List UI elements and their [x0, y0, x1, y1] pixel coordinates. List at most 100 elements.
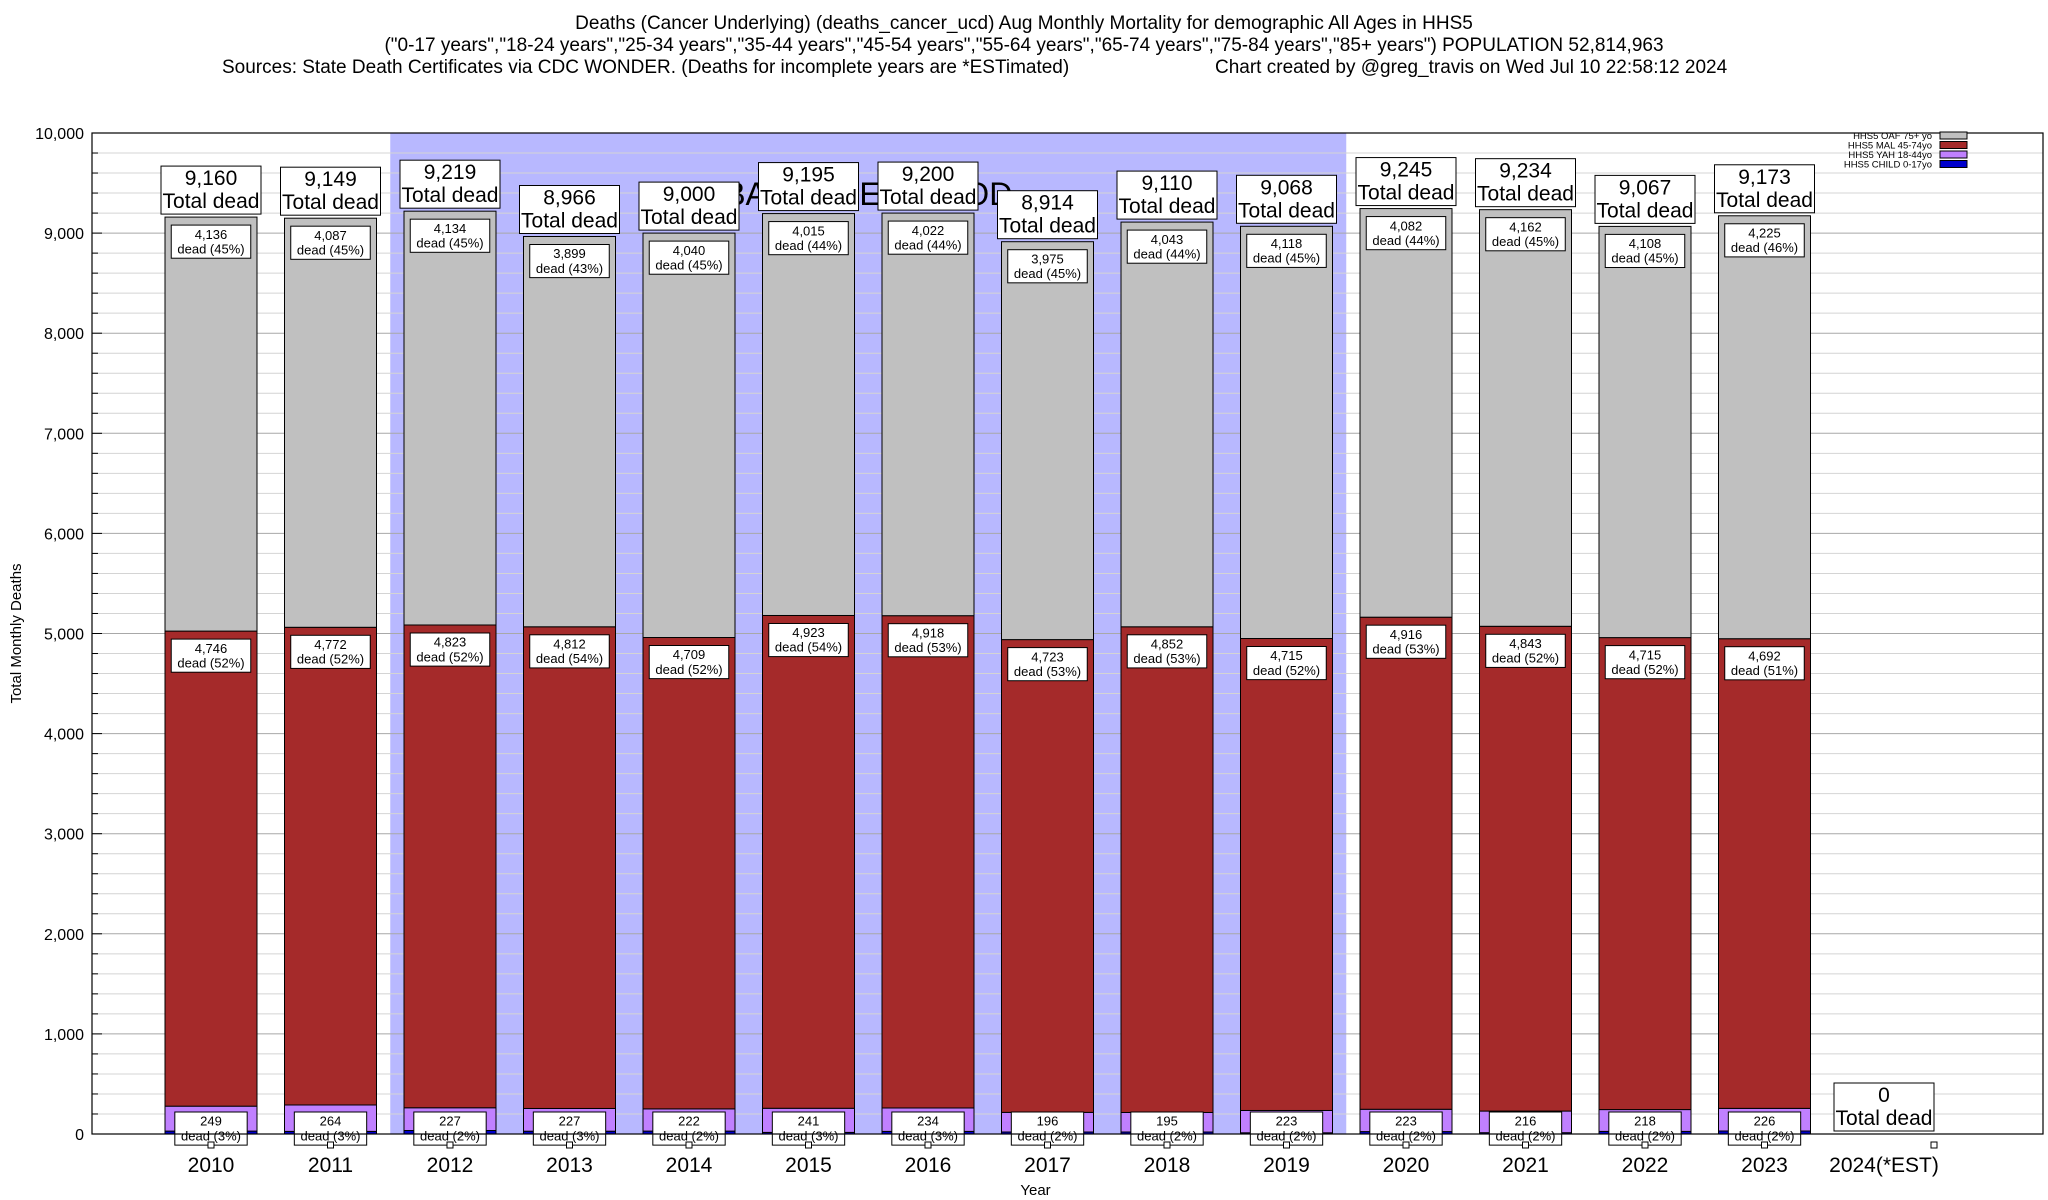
- total-label: 9,195: [782, 164, 835, 187]
- yah-value-label: 222: [678, 1114, 700, 1129]
- yah-value-label: 216: [1515, 1114, 1537, 1129]
- mal-value-label: dead (54%): [775, 640, 842, 655]
- total-label: Total dead: [163, 190, 260, 213]
- yah-value-label: dead (2%): [420, 1128, 480, 1143]
- y-tick-label: 8,000: [44, 326, 84, 343]
- oaf-value-label-box: [768, 221, 849, 256]
- x-tick-label: 2014: [666, 1154, 713, 1177]
- oaf-value-label: 4,162: [1509, 219, 1542, 234]
- yah-value-label: 234: [917, 1114, 939, 1129]
- bar-segment: [642, 232, 736, 639]
- yah-value-label: dead (2%): [1735, 1128, 1795, 1143]
- total-label: 8,914: [1021, 192, 1074, 215]
- total-label-box: [1594, 174, 1696, 224]
- yah-value-label: dead (2%): [1496, 1128, 1556, 1143]
- mal-value-label-box: [1126, 634, 1208, 669]
- y-tick-label: 2,000: [44, 927, 84, 944]
- bar-segment: [1718, 215, 1811, 640]
- yah-value-label-box: [771, 1111, 846, 1146]
- y-tick-label: 3,000: [44, 827, 84, 844]
- total-label: Total dead: [1836, 1107, 1933, 1130]
- total-label: 9,068: [1260, 176, 1313, 199]
- mal-value-label: 4,723: [1031, 649, 1064, 664]
- oaf-value-label: 4,040: [673, 243, 706, 258]
- bar-segment: [881, 212, 975, 617]
- mal-value-label: 4,692: [1748, 648, 1781, 663]
- bar-segment: [1001, 241, 1094, 641]
- total-label: Total dead: [999, 215, 1096, 238]
- total-label-box: [1355, 157, 1457, 207]
- oaf-value-label: 4,118: [1271, 236, 1303, 251]
- x-tick-label: 2017: [1024, 1154, 1071, 1177]
- y-axis-label: Total Monthly Deaths: [8, 563, 25, 703]
- total-label: 9,110: [1142, 172, 1193, 195]
- yah-value-label: 249: [200, 1114, 222, 1129]
- total-label: Total dead: [880, 186, 977, 209]
- mal-value-label: dead (53%): [1014, 664, 1081, 679]
- x-tick-label: 2010: [188, 1154, 235, 1177]
- yah-value-label: 227: [439, 1114, 461, 1129]
- bar-segment: [881, 615, 975, 1109]
- yah-value-label: 223: [1276, 1114, 1298, 1129]
- mal-value-label-box: [1724, 646, 1805, 681]
- mal-value-label: 4,709: [673, 647, 706, 662]
- zero-marker: [1044, 1141, 1051, 1149]
- bar-segment: [1240, 225, 1333, 640]
- mal-value-label-box: [170, 638, 252, 673]
- y-tick-label: 5,000: [44, 627, 84, 644]
- bar-segment: [1120, 221, 1214, 628]
- mal-value-label: dead (52%): [1492, 651, 1559, 666]
- bar-segment: [1479, 625, 1572, 1112]
- oaf-value-label: dead (45%): [1611, 251, 1678, 266]
- bar-segment: [164, 630, 258, 1107]
- oaf-value-label: 4,043: [1151, 232, 1184, 247]
- bar-segment: [762, 213, 855, 616]
- yah-value-label: dead (3%): [898, 1128, 958, 1143]
- mal-value-label: dead (53%): [1133, 651, 1200, 666]
- mal-value-label: dead (52%): [177, 655, 244, 670]
- oaf-value-label: 4,136: [195, 227, 228, 242]
- zero-marker: [1761, 1141, 1768, 1149]
- yah-value-label-box: [652, 1111, 726, 1146]
- total-label-box: [997, 190, 1098, 240]
- oaf-value-label: dead (45%): [416, 235, 483, 250]
- y-tick-label: 0: [75, 1127, 84, 1144]
- legend-label: HHS5 MAL 45-74yo: [1848, 141, 1932, 152]
- y-tick-label: 4,000: [44, 727, 84, 744]
- total-label: 9,200: [902, 163, 955, 186]
- zero-marker: [1163, 1141, 1171, 1149]
- oaf-value-label: 4,108: [1629, 236, 1662, 251]
- oaf-value-label-box: [1724, 223, 1805, 258]
- oaf-value-label: dead (45%): [655, 257, 722, 272]
- bar-segment: [284, 626, 377, 1106]
- total-label: Total dead: [1597, 199, 1694, 222]
- zero-marker: [207, 1141, 215, 1149]
- yah-value-label-box: [1010, 1111, 1085, 1146]
- zero-marker: [1641, 1141, 1649, 1149]
- mal-value-label: dead (52%): [1611, 662, 1678, 677]
- total-label: 9,160: [185, 167, 238, 190]
- total-label-box: [1116, 170, 1218, 220]
- y-tick-label: 6,000: [44, 526, 84, 543]
- yah-value-label: dead (2%): [1615, 1128, 1675, 1143]
- oaf-value-label: 4,087: [314, 228, 347, 243]
- yah-value-label: 227: [559, 1114, 581, 1129]
- mal-value-label: dead (51%): [1731, 663, 1798, 678]
- yah-value-label: 264: [320, 1114, 342, 1129]
- oaf-value-label: 4,022: [912, 223, 945, 238]
- mal-value-label: 4,812: [553, 636, 586, 651]
- sources-text: Sources: State Death Certificates via CD…: [222, 57, 1070, 78]
- bar-segment: [642, 637, 736, 1110]
- bar-segment: [1120, 626, 1214, 1113]
- bar-segment: [1240, 638, 1333, 1111]
- total-label: 9,000: [663, 183, 716, 206]
- x-tick-label: 2021: [1502, 1154, 1549, 1177]
- total-label-box: [280, 166, 381, 216]
- mal-value-label: 4,715: [1629, 647, 1662, 662]
- yah-value-label: 196: [1037, 1114, 1059, 1129]
- yah-value-label: 218: [1634, 1114, 1656, 1129]
- y-tick-label: 9,000: [44, 226, 84, 243]
- oaf-value-label-box: [1007, 249, 1088, 284]
- oaf-value-label: 3,899: [553, 246, 586, 261]
- zero-marker: [566, 1141, 573, 1149]
